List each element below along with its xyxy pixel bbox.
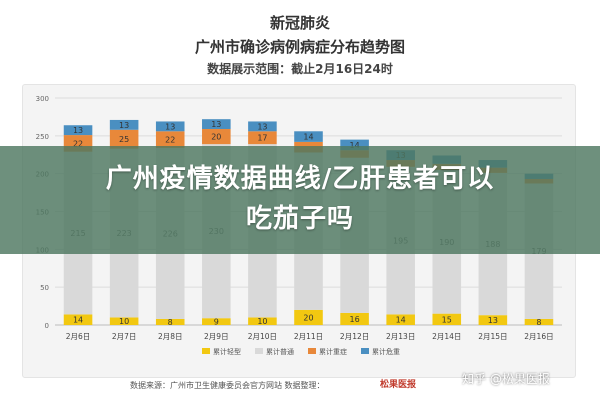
brand-logo: 松果医报	[380, 380, 417, 390]
bar-segment	[432, 313, 462, 325]
data-label: 14	[396, 316, 406, 325]
legend-swatch	[308, 348, 316, 354]
bar-segment	[202, 129, 231, 145]
legend-label: 累计重症	[319, 347, 347, 356]
x-tick-label: 2月6日	[66, 332, 91, 341]
bar-segment	[294, 309, 323, 325]
chart-subtitle: 广州市确诊病例病症分布趋势图	[194, 38, 405, 56]
bar-segment	[524, 318, 554, 325]
bar-segment	[155, 121, 185, 132]
legend-swatch	[255, 348, 263, 354]
overlay-title-line1: 广州疫情数据曲线/乙肝患者可以	[105, 164, 495, 194]
data-label: 22	[73, 139, 83, 148]
data-label: 14	[349, 141, 359, 150]
x-tick-label: 2月11日	[294, 332, 323, 341]
x-tick-label: 2月9日	[204, 332, 229, 341]
legend-label: 累计危重	[372, 347, 400, 356]
bar-segment	[340, 312, 369, 325]
data-label: 13	[488, 316, 498, 325]
data-source-note: 数据来源：广州市卫生健康委员会官方网站 数据整理：	[130, 381, 325, 390]
data-label: 13	[257, 122, 267, 131]
title-overlay-banner	[0, 146, 600, 254]
bar-segment	[109, 119, 139, 130]
overlay-title-line2: 吃茄子吗	[245, 204, 354, 234]
bar-segment	[155, 131, 185, 148]
data-label: 20	[303, 313, 313, 322]
bar-segment	[202, 119, 231, 130]
x-tick-label: 2月7日	[112, 332, 137, 341]
legend-swatch	[361, 348, 369, 354]
data-label: 25	[119, 135, 129, 144]
y-tick-label: 300	[36, 95, 49, 103]
y-tick-label: 0	[45, 322, 49, 330]
bar-segment	[248, 131, 277, 145]
data-range-note: 数据展示范围：截止2月16日24时	[207, 62, 393, 76]
bar-segment	[248, 317, 277, 325]
data-label: 13	[73, 126, 83, 135]
data-label: 10	[119, 317, 129, 326]
legend-label: 累计轻型	[213, 347, 241, 356]
data-label: 8	[536, 318, 541, 327]
x-tick-label: 2月16日	[524, 332, 553, 341]
data-label: 8	[168, 318, 173, 327]
bar-segment	[202, 318, 231, 325]
data-label: 16	[349, 315, 359, 324]
y-tick-label: 250	[36, 133, 49, 141]
bar-segment	[248, 121, 277, 132]
x-tick-label: 2月14日	[432, 332, 461, 341]
data-label: 10	[257, 317, 267, 326]
x-tick-label: 2月8日	[158, 332, 183, 341]
chart-header: 新冠肺炎 广州市确诊病例病症分布趋势图 数据展示范围：截止2月16日24时	[0, 0, 600, 84]
x-tick-label: 2月13日	[386, 332, 415, 341]
y-tick-label: 50	[40, 284, 49, 292]
x-tick-label: 2月12日	[340, 332, 369, 341]
data-label: 22	[165, 136, 175, 145]
bar-segment	[109, 317, 139, 325]
bar-segment	[109, 129, 139, 149]
data-label: 17	[257, 134, 267, 143]
legend-swatch	[202, 348, 210, 354]
data-label: 13	[119, 121, 129, 130]
data-label: 14	[303, 133, 313, 142]
bar-segment	[63, 125, 93, 136]
watermark: 知乎 @松果医报	[462, 372, 550, 386]
data-label: 20	[211, 133, 221, 142]
data-label: 14	[73, 316, 83, 325]
x-tick-label: 2月10日	[248, 332, 277, 341]
data-label: 9	[214, 318, 219, 327]
data-label: 15	[442, 315, 452, 324]
x-tick-label: 2月15日	[478, 332, 507, 341]
bar-segment	[386, 314, 415, 325]
bar-segment	[294, 131, 323, 142]
legend-label: 累计普通	[266, 347, 294, 356]
data-label: 13	[211, 120, 221, 129]
chart-title: 新冠肺炎	[269, 14, 330, 32]
bar-segment	[340, 139, 369, 151]
bar-segment	[478, 315, 508, 325]
bar-segment	[63, 314, 93, 325]
data-label: 13	[165, 122, 175, 131]
bar-segment	[155, 318, 185, 325]
